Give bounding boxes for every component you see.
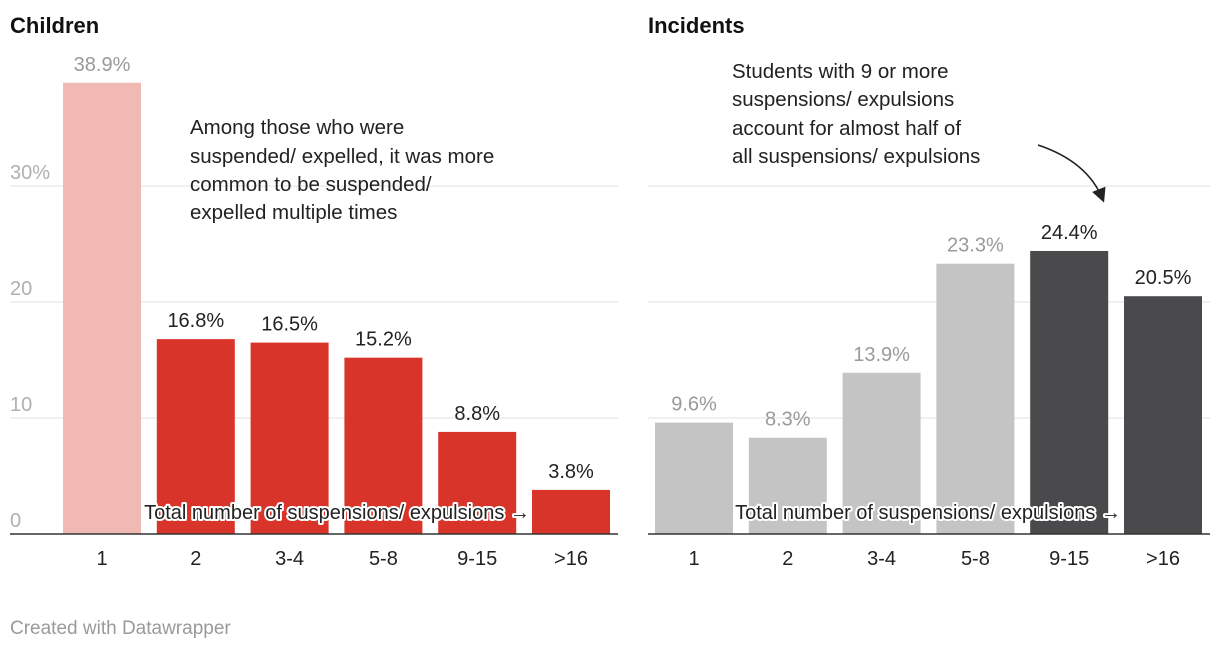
y-tick-label: 10	[10, 394, 32, 416]
incidents-category-label: 3-4	[867, 548, 896, 570]
children-value-label: 15.2%	[355, 329, 412, 351]
children-panel-title: Children	[10, 13, 99, 38]
incidents-annotation-line: account for almost half of	[732, 117, 961, 140]
incidents-bar	[1124, 296, 1202, 534]
incidents-value-label: 8.3%	[765, 409, 811, 431]
incidents-value-label: 13.9%	[853, 344, 910, 366]
incidents-x-axis-title: Total number of suspensions/ expulsions …	[735, 502, 1121, 524]
children-category-label: 2	[190, 548, 201, 570]
incidents-bar	[842, 372, 921, 534]
children-bar	[438, 431, 517, 534]
incidents-category-label: 1	[688, 548, 699, 570]
children-bar	[344, 357, 423, 534]
children-category-label: 9-15	[457, 548, 497, 570]
children-category-label: 1	[96, 548, 107, 570]
incidents-panel-title: Incidents	[648, 13, 745, 38]
y-tick-label: 30%	[10, 162, 50, 184]
incidents-annotation: Students with 9 or more suspensions/ exp…	[732, 60, 980, 168]
y-tick-label: 0	[10, 510, 21, 532]
incidents-value-label: 9.6%	[671, 394, 717, 416]
incidents-bar	[936, 263, 1015, 534]
children-annotation-line: common to be suspended/	[190, 173, 432, 196]
children-annotation: Among those who were suspended/ expelled…	[190, 116, 500, 224]
children-annotation-line: expelled multiple times	[190, 201, 397, 224]
children-bar	[63, 82, 141, 534]
y-tick-label: 20	[10, 278, 32, 300]
footer-credit: Created with Datawrapper	[10, 618, 231, 639]
incidents-bar	[655, 422, 733, 534]
children-bar	[250, 342, 329, 534]
children-bar	[156, 339, 235, 534]
children-category-label: 5-8	[369, 548, 398, 570]
children-value-label: 38.9%	[74, 54, 131, 76]
incidents-annotation-line: all suspensions/ expulsions	[732, 145, 980, 168]
incidents-annotation-line: suspensions/ expulsions	[732, 88, 954, 111]
incidents-category-label: >16	[1146, 548, 1180, 570]
incidents-panel: Incidents 9.6% 8.3% 13.9% 23.3% 24.4% 20.5% 1…	[648, 13, 1210, 570]
incidents-value-label: 24.4%	[1041, 222, 1098, 244]
incidents-category-label: 9-15	[1049, 548, 1089, 570]
children-panel: Children 0 10 20 30% 38.9% 16.8% 16.5% 15.2% 8.…	[10, 13, 618, 570]
children-annotation-line: suspended/ expelled, it was more	[190, 145, 494, 168]
children-value-label: 3.8%	[548, 461, 594, 483]
children-annotation-line: Among those who were	[190, 116, 404, 139]
incidents-value-label: 20.5%	[1135, 267, 1192, 289]
annotation-arrow	[1037, 144, 1106, 203]
incidents-bar	[748, 437, 827, 534]
children-value-label: 16.5%	[261, 314, 318, 336]
children-category-label: >16	[554, 548, 588, 570]
children-x-axis-title: Total number of suspensions/ expulsions …	[144, 502, 530, 524]
children-value-label: 8.8%	[454, 403, 500, 425]
incidents-category-label: 5-8	[961, 548, 990, 570]
children-bar	[532, 489, 610, 534]
incidents-bar	[1030, 250, 1109, 534]
children-value-label: 16.8%	[167, 310, 224, 332]
children-category-label: 3-4	[275, 548, 304, 570]
incidents-annotation-line: Students with 9 or more	[732, 60, 949, 83]
incidents-category-label: 2	[782, 548, 793, 570]
incidents-value-label: 23.3%	[947, 235, 1004, 257]
